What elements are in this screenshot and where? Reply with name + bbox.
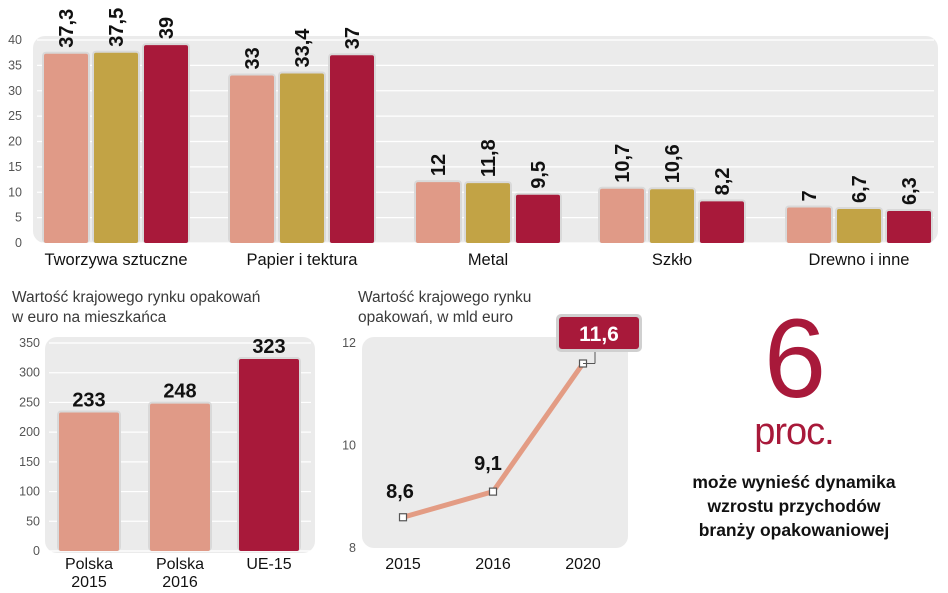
chart-3-x-tick-label: 2016 (475, 556, 511, 573)
bar-3-3 (516, 194, 560, 243)
chart-2-category-label: UE-15 (246, 556, 291, 573)
growth-stat-description-line-2: wzrostu przychodów (707, 496, 881, 516)
chart-2-y-tick-label: 350 (19, 336, 40, 350)
chart-2-y-tick-label: 250 (19, 395, 40, 409)
chart-1-y-tick-label: 35 (8, 58, 22, 72)
chart-1-category-label: Drewno i inne (809, 251, 910, 269)
chart-3-x-tick-label: 2015 (385, 556, 421, 573)
bar-value-label: 10,7 (612, 144, 634, 183)
chart-1-category-label: Tworzywa sztuczne (44, 251, 187, 269)
per-capita-value-label: 233 (72, 390, 105, 412)
bar-value-label: 8,2 (712, 168, 734, 196)
bar-5-3 (887, 211, 931, 243)
per-capita-value-label: 323 (252, 336, 285, 358)
chart-1-y-tick-label: 0 (15, 236, 22, 250)
chart-2-category-label: 2015 (71, 574, 107, 591)
per-capita-value-label: 248 (163, 381, 196, 403)
bar-4-2 (650, 189, 694, 243)
bar-4-1 (600, 188, 644, 243)
growth-stat-callout: 6 proc. może wynieść dynamika wzrostu pr… (640, 300, 948, 542)
chart-1-y-tick-label: 25 (8, 109, 22, 123)
per-capita-chart-title-line-1: Wartość krajowego rynku opakowań (12, 289, 261, 306)
chart-2-category-label: Polska (65, 556, 113, 573)
bar-value-label: 11,8 (478, 139, 500, 177)
chart-1-y-tick-label: 10 (8, 185, 22, 199)
market-value-chart-title: Wartość krajowego rynku opakowań, w mld … (358, 288, 531, 328)
market-value-point-1 (398, 513, 408, 522)
market-value-line-chart: 8 10 12 2015 2016 2020 8,6 9,1 11,6 (342, 314, 642, 573)
bar-5-2 (837, 208, 881, 243)
bar-2-3 (330, 55, 374, 243)
chart-3-x-tick-label: 2020 (565, 556, 601, 573)
per-capita-bar-chart: 050100150200250300350233Polska2015248Pol… (19, 336, 315, 591)
bar-value-label: 6,3 (899, 177, 921, 205)
bar-value-label: 7 (799, 190, 821, 201)
chart-3-y-tick-label: 8 (349, 541, 356, 555)
per-capita-chart-title: Wartość krajowego rynku opakowań w euro … (12, 288, 260, 328)
chart-2-category-label: Polska (156, 556, 204, 573)
bar-2-1 (230, 75, 274, 244)
bar-value-label: 37 (342, 27, 364, 49)
bar-1-3 (144, 45, 188, 244)
market-value-chart-title-line-1: Wartość krajowego rynku (358, 289, 532, 306)
bar-value-label: 6,7 (849, 175, 871, 203)
chart-2-y-tick-label: 0 (33, 544, 40, 558)
chart-3-panel (362, 337, 628, 548)
growth-stat-description: może wynieść dynamika wzrostu przychodów… (640, 470, 948, 542)
chart-1-category-label: Metal (468, 251, 508, 269)
growth-stat-unit: proc. (754, 411, 834, 453)
per-capita-bar-2 (150, 403, 210, 551)
bar-value-label: 37,5 (106, 8, 128, 47)
market-value-point-2 (488, 487, 498, 496)
bar-value-label: 12 (428, 154, 450, 176)
market-value-label: 11,6 (579, 323, 619, 346)
chart-1-category-label: Papier i tektura (247, 251, 359, 269)
bar-5-1 (787, 207, 831, 243)
chart-2-y-tick-label: 50 (26, 514, 40, 528)
bar-value-label: 37,3 (56, 9, 78, 48)
bar-value-label: 33 (242, 47, 264, 69)
bar-3-2 (466, 183, 510, 243)
chart-1-y-tick-label: 40 (8, 33, 22, 47)
chart-2-y-tick-label: 200 (19, 425, 40, 439)
chart-3-y-tick-label: 10 (342, 439, 356, 453)
market-value-label: 8,6 (386, 481, 414, 503)
bar-1-2 (94, 52, 138, 243)
bar-value-label: 33,4 (292, 28, 314, 68)
market-value-callout-box (559, 317, 639, 349)
growth-stat-number: 6 (763, 296, 826, 421)
bar-4-3 (700, 201, 744, 243)
bar-value-label: 10,6 (662, 144, 684, 183)
bar-value-label: 9,5 (528, 161, 550, 189)
chart-3-y-tick-label: 12 (342, 336, 356, 350)
chart-2-y-tick-label: 150 (19, 455, 40, 469)
bar-value-label: 39 (156, 17, 178, 39)
chart-2-y-tick-label: 300 (19, 366, 40, 380)
chart-1-category-label: Szkło (652, 251, 692, 269)
chart-1-y-tick-label: 30 (8, 84, 22, 98)
growth-stat-description-line-1: może wynieść dynamika (692, 472, 896, 492)
growth-stat-description-line-3: branży opakowaniowej (698, 520, 890, 540)
chart-1-y-tick-label: 15 (8, 160, 22, 174)
chart-2-category-label: 2016 (162, 574, 198, 591)
chart-1-y-tick-label: 20 (8, 135, 22, 149)
market-value-label: 9,1 (474, 453, 502, 475)
bar-3-1 (416, 182, 460, 243)
chart-2-y-tick-label: 100 (19, 485, 40, 499)
material-share-bar-chart: 0 5 10 15 20 25 30 35 40 37,3 37,5 39 Tworzywa sztuc… (8, 8, 938, 269)
per-capita-bar-3 (239, 359, 299, 551)
chart-1-y-tick-label: 5 (15, 211, 22, 225)
bar-1-1 (44, 53, 88, 243)
per-capita-bar-1 (59, 412, 119, 551)
market-value-chart-title-line-2: opakowań, w mld euro (358, 309, 514, 326)
per-capita-chart-title-line-2: w euro na mieszkańca (12, 309, 167, 326)
bar-2-2 (280, 73, 324, 244)
